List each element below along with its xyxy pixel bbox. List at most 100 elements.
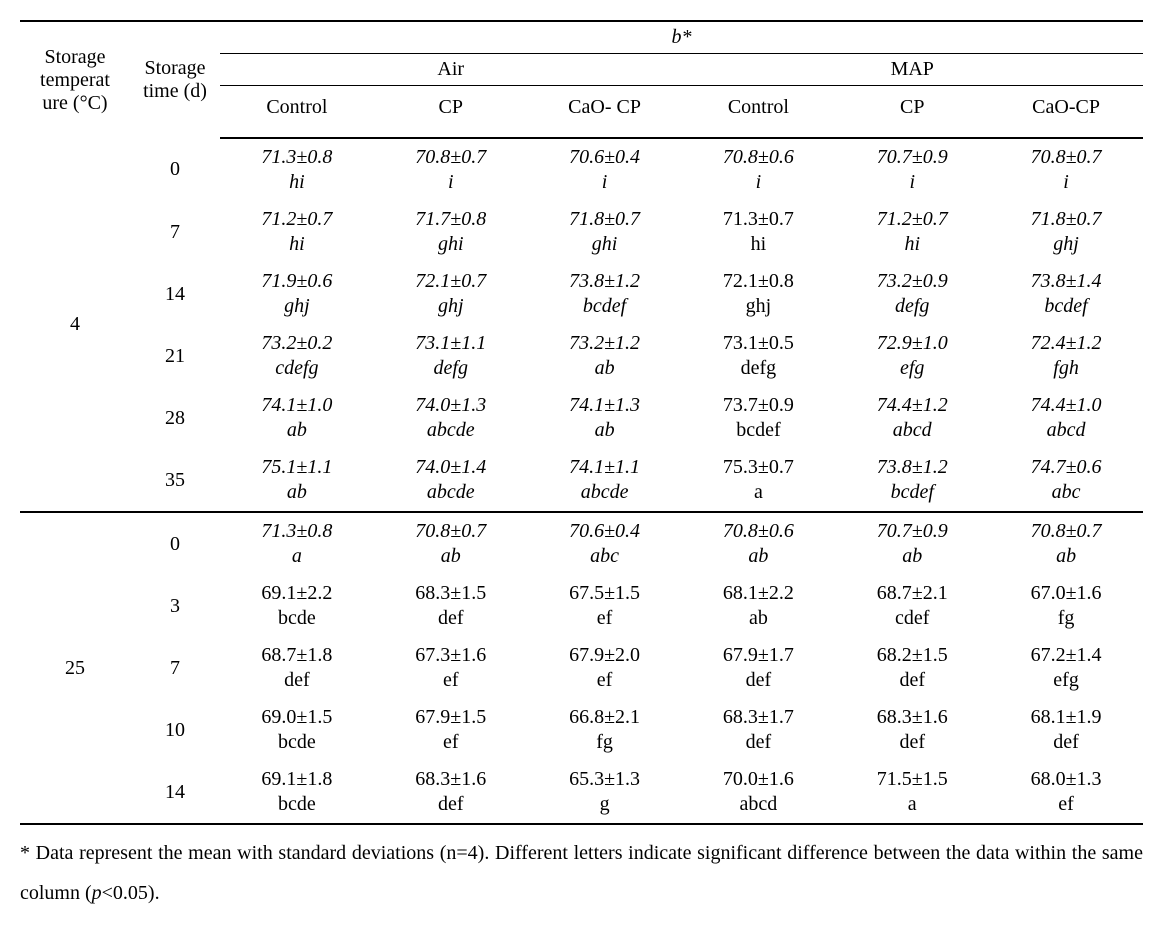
cell-letters: def — [380, 792, 522, 817]
data-cell: 70.8±0.7i — [374, 138, 528, 201]
data-cell: 71.5±1.5a — [835, 761, 989, 824]
cell-value: 68.3±1.7 — [687, 705, 829, 730]
footnote-text-prefix: * Data represent the mean with standard … — [20, 842, 1143, 904]
data-cell: 74.1±1.1abcde — [528, 449, 682, 512]
data-cell: 70.6±0.4abc — [528, 512, 682, 575]
data-cell: 70.8±0.7ab — [989, 512, 1143, 575]
cell-letters: efg — [841, 356, 983, 381]
data-cell: 70.8±0.6i — [681, 138, 835, 201]
data-cell: 68.1±1.9def — [989, 699, 1143, 761]
cell-value: 68.3±1.6 — [380, 767, 522, 792]
cell-letters: ef — [380, 730, 522, 755]
cell-letters: ghj — [995, 232, 1137, 257]
cell-letters: ab — [534, 418, 676, 443]
cell-value: 71.8±0.7 — [534, 207, 676, 232]
cell-letters: g — [534, 792, 676, 817]
cell-value: 70.8±0.6 — [687, 519, 829, 544]
cell-value: 72.1±0.7 — [380, 269, 522, 294]
cell-letters: bcde — [226, 792, 368, 817]
cell-letters: i — [995, 170, 1137, 195]
table-row: 768.7±1.8def67.3±1.6ef67.9±2.0ef67.9±1.7… — [20, 637, 1143, 699]
cell-letters: ef — [995, 792, 1137, 817]
cell-letters: ab — [995, 544, 1137, 569]
cell-value: 67.3±1.6 — [380, 643, 522, 668]
cell-value: 70.8±0.6 — [687, 145, 829, 170]
time-cell: 14 — [130, 263, 220, 325]
cell-value: 73.2±0.9 — [841, 269, 983, 294]
cell-letters: ghj — [226, 294, 368, 319]
data-cell: 71.3±0.8hi — [220, 138, 374, 201]
cell-letters: a — [226, 544, 368, 569]
cell-letters: i — [534, 170, 676, 195]
data-cell: 73.8±1.2bcdef — [835, 449, 989, 512]
cell-value: 66.8±2.1 — [534, 705, 676, 730]
table-row: 25071.3±0.8a70.8±0.7ab70.6±0.4abc70.8±0.… — [20, 512, 1143, 575]
cell-letters: a — [841, 792, 983, 817]
cell-letters: ab — [380, 544, 522, 569]
cell-letters: hi — [226, 170, 368, 195]
data-cell: 74.7±0.6abc — [989, 449, 1143, 512]
time-cell: 0 — [130, 138, 220, 201]
cell-value: 74.7±0.6 — [995, 455, 1137, 480]
data-cell: 72.1±0.8ghj — [681, 263, 835, 325]
cell-value: 75.3±0.7 — [687, 455, 829, 480]
data-cell: 74.0±1.3abcde — [374, 387, 528, 449]
time-cell: 14 — [130, 761, 220, 824]
data-cell: 73.7±0.9bcdef — [681, 387, 835, 449]
data-cell: 68.3±1.7def — [681, 699, 835, 761]
col-header-air-control: Control — [220, 86, 374, 139]
cell-letters: cdefg — [226, 356, 368, 381]
group-header-air: Air — [220, 54, 681, 86]
data-cell: 73.1±0.5defg — [681, 325, 835, 387]
cell-letters: i — [687, 170, 829, 195]
cell-value: 69.1±2.2 — [226, 581, 368, 606]
cell-value: 71.7±0.8 — [380, 207, 522, 232]
cell-value: 73.1±0.5 — [687, 331, 829, 356]
data-cell: 67.0±1.6fg — [989, 575, 1143, 637]
data-cell: 74.0±1.4abcde — [374, 449, 528, 512]
cell-letters: abc — [534, 544, 676, 569]
cell-letters: ab — [534, 356, 676, 381]
cell-letters: i — [380, 170, 522, 195]
data-cell: 73.8±1.2bcdef — [528, 263, 682, 325]
time-cell: 35 — [130, 449, 220, 512]
cell-letters: ab — [841, 544, 983, 569]
cell-value: 68.0±1.3 — [995, 767, 1137, 792]
data-cell: 75.3±0.7a — [681, 449, 835, 512]
cell-value: 68.3±1.6 — [841, 705, 983, 730]
super-header-b: b* — [220, 21, 1143, 54]
time-cell: 7 — [130, 637, 220, 699]
cell-value: 71.5±1.5 — [841, 767, 983, 792]
cell-value: 70.8±0.7 — [995, 519, 1137, 544]
cell-letters: ghi — [380, 232, 522, 257]
cell-letters: ef — [380, 668, 522, 693]
col-header-air-cp: CP — [374, 86, 528, 139]
cell-value: 65.3±1.3 — [534, 767, 676, 792]
data-cell: 67.3±1.6ef — [374, 637, 528, 699]
data-cell: 71.3±0.7hi — [681, 201, 835, 263]
cell-letters: fg — [995, 606, 1137, 631]
table-row: 771.2±0.7hi71.7±0.8ghi71.8±0.7ghi71.3±0.… — [20, 201, 1143, 263]
cell-value: 68.3±1.5 — [380, 581, 522, 606]
cell-letters: hi — [226, 232, 368, 257]
cell-letters: defg — [841, 294, 983, 319]
cell-value: 70.8±0.7 — [380, 519, 522, 544]
data-cell: 67.5±1.5ef — [528, 575, 682, 637]
time-cell: 0 — [130, 512, 220, 575]
data-cell: 71.8±0.7ghj — [989, 201, 1143, 263]
cell-value: 68.1±2.2 — [687, 581, 829, 606]
cell-value: 73.1±1.1 — [380, 331, 522, 356]
cell-value: 70.0±1.6 — [687, 767, 829, 792]
data-cell: 71.8±0.7ghi — [528, 201, 682, 263]
cell-letters: ghi — [534, 232, 676, 257]
cell-letters: abcde — [534, 480, 676, 505]
cell-letters: abcde — [380, 480, 522, 505]
cell-value: 73.2±1.2 — [534, 331, 676, 356]
cell-value: 74.4±1.0 — [995, 393, 1137, 418]
cell-letters: bcdef — [687, 418, 829, 443]
cell-value: 74.1±1.3 — [534, 393, 676, 418]
cell-letters: bcde — [226, 730, 368, 755]
data-cell: 71.7±0.8ghi — [374, 201, 528, 263]
data-cell: 72.9±1.0efg — [835, 325, 989, 387]
data-cell: 67.9±1.5ef — [374, 699, 528, 761]
